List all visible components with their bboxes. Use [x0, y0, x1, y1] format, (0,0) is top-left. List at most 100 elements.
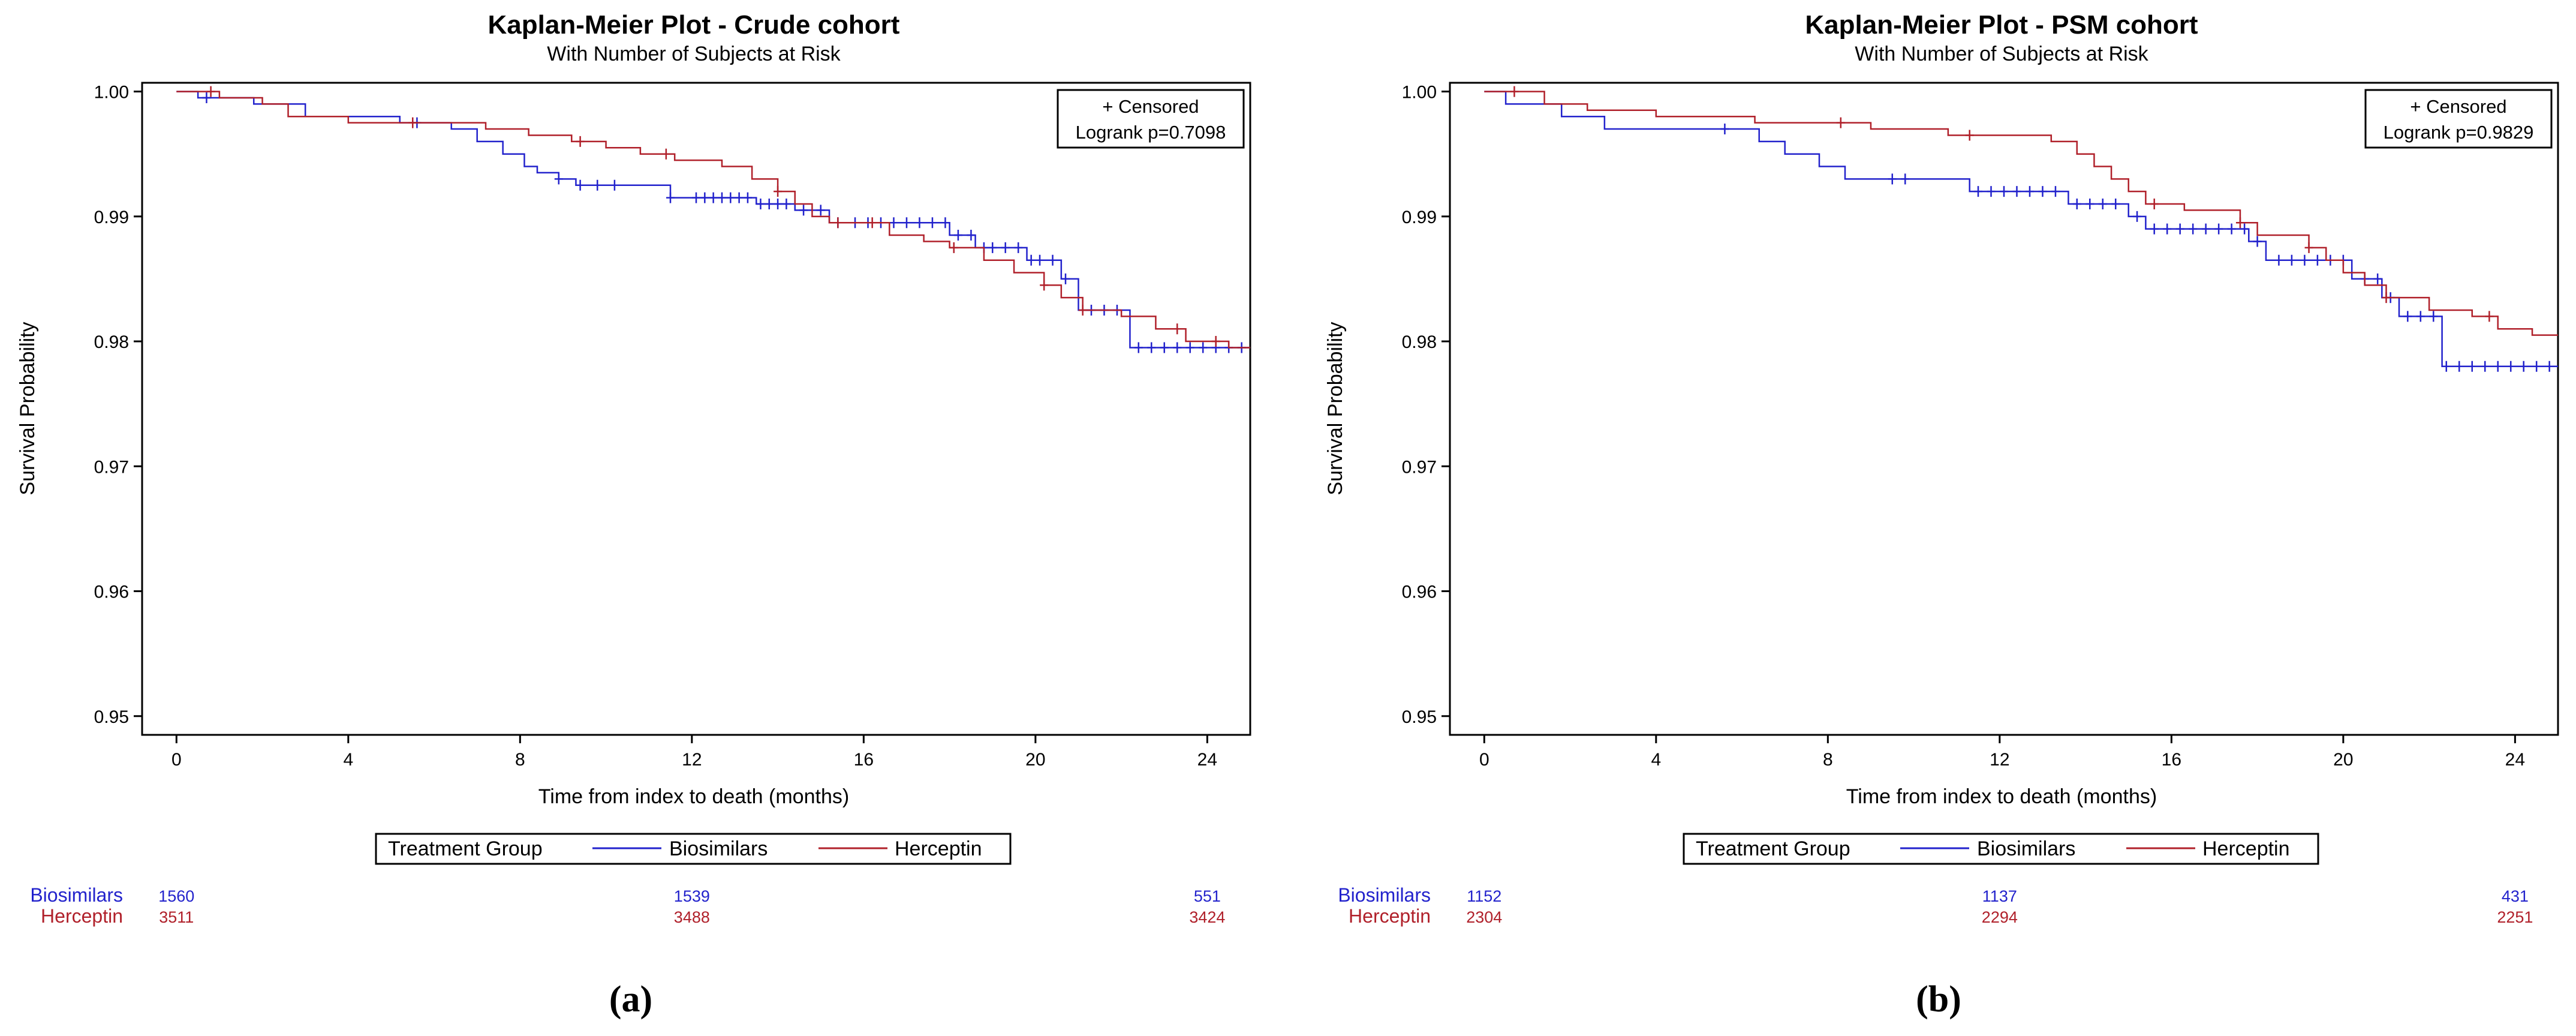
x-tick-label: 20 — [1025, 750, 1045, 770]
x-tick-label: 4 — [343, 750, 353, 770]
legend: Treatment Group Biosimilars Herceptin — [375, 833, 1012, 865]
y-tick-label: 0.96 — [1402, 582, 1437, 602]
y-axis: 1.00 0.99 0.98 0.97 0.96 0.95 — [1402, 83, 1450, 727]
censor-mark-herceptin — [1078, 304, 1087, 316]
censor-mark-biosimilars — [1134, 342, 1143, 353]
censor-mark-biosimilars — [2274, 254, 2283, 266]
censor-mark-biosimilars — [941, 217, 950, 229]
legend-label-biosimilars: Biosimilars — [669, 837, 768, 860]
censor-mark-biosimilars — [1147, 342, 1156, 353]
censor-mark-biosimilars — [2189, 223, 2198, 235]
x-tick-label: 4 — [1651, 750, 1661, 770]
censor-mark-herceptin — [661, 148, 670, 160]
censor-mark-biosimilars — [2163, 223, 2172, 235]
censor-mark-biosimilars — [2493, 361, 2502, 372]
censor-mark-biosimilars — [953, 230, 962, 241]
censor-mark-biosimilars — [2227, 223, 2236, 235]
censor-mark-biosimilars — [765, 198, 774, 209]
risk-count-biosimilars: 1137 — [1982, 887, 2017, 905]
km-curve-biosimilars — [1484, 91, 2558, 367]
censored-label: + Censored — [2410, 96, 2506, 117]
censor-mark-biosimilars — [1888, 173, 1897, 185]
censor-mark-biosimilars — [692, 192, 700, 203]
censor-mark-biosimilars — [2467, 361, 2476, 372]
censor-mark-biosimilars — [2403, 311, 2412, 322]
x-tick-label: 0 — [1479, 750, 1489, 770]
censor-mark-herceptin — [833, 217, 842, 229]
chart-title: Kaplan-Meier Plot - Crude cohort — [488, 10, 900, 40]
censor-mark-herceptin — [1510, 86, 1519, 97]
x-tick-label: 0 — [171, 750, 182, 770]
censor-mark-biosimilars — [902, 217, 911, 229]
censor-mark-biosimilars — [2532, 361, 2541, 372]
plot-frame — [141, 82, 1251, 736]
panel-label-b: (b) — [1916, 979, 1961, 1020]
y-tick-label: 0.96 — [94, 582, 129, 602]
risk-count-herceptin: 3511 — [159, 908, 194, 926]
x-tick-label: 8 — [515, 750, 525, 770]
censor-mark-biosimilars — [2051, 186, 2060, 197]
censor-mark-herceptin — [408, 117, 417, 128]
risk-count-herceptin: 2251 — [2497, 908, 2533, 926]
censor-mark-biosimilars — [2038, 186, 2047, 197]
censored-label: + Censored — [1102, 96, 1199, 117]
censor-mark-biosimilars — [2519, 361, 2528, 372]
y-tick-label: 0.97 — [94, 457, 129, 477]
censor-mark-biosimilars — [1036, 254, 1045, 266]
chart-panel-a: Kaplan-Meier Plot - Crude cohort With Nu… — [16, 10, 1251, 1020]
censor-mark-herceptin — [1211, 336, 1220, 347]
censor-mark-biosimilars — [2025, 186, 2034, 197]
risk-count-herceptin: 2294 — [1982, 908, 2018, 926]
censor-mark-biosimilars — [774, 198, 783, 209]
censor-mark-biosimilars — [2150, 223, 2159, 235]
censor-mark-biosimilars — [202, 92, 211, 103]
logrank-value: Logrank p=0.9829 — [2384, 122, 2534, 143]
censor-mark-biosimilars — [756, 198, 765, 209]
x-tick-label: 20 — [2333, 750, 2353, 770]
risk-label-herceptin: Herceptin — [1349, 905, 1431, 927]
legend: Treatment Group Biosimilars Herceptin — [1683, 833, 2319, 865]
y-tick-label: 0.99 — [1402, 208, 1437, 227]
risk-table: Biosimilars Herceptin 1560 1539 551 3511 348… — [30, 884, 1225, 927]
censor-mark-biosimilars — [2506, 361, 2515, 372]
x-tick-label: 12 — [682, 750, 702, 770]
censor-mark-biosimilars — [1173, 342, 1182, 353]
y-tick-label: 0.95 — [94, 707, 129, 727]
censor-mark-biosimilars — [700, 192, 709, 203]
y-tick-label: 1.00 — [1402, 83, 1437, 103]
censor-mark-herceptin — [206, 86, 215, 97]
x-axis-label: Time from index to death (months) — [1846, 785, 2157, 808]
censor-mark-biosimilars — [2098, 198, 2107, 209]
y-axis-label: Survival Probability — [16, 322, 39, 495]
risk-count-herceptin: 3488 — [674, 908, 710, 926]
censor-mark-herceptin — [2485, 311, 2494, 322]
censor-mark-herceptin — [1173, 323, 1182, 335]
censor-mark-biosimilars — [666, 192, 675, 203]
x-tick-label: 24 — [2505, 750, 2525, 770]
risk-count-biosimilars: 551 — [1194, 887, 1221, 905]
censor-mark-biosimilars — [2133, 211, 2142, 222]
censor-mark-biosimilars — [554, 173, 563, 185]
legend-title: Treatment Group — [1696, 837, 1850, 860]
censor-mark-biosimilars — [2545, 361, 2554, 372]
y-tick-label: 0.98 — [1402, 332, 1437, 352]
censor-mark-biosimilars — [1987, 186, 1996, 197]
censor-mark-biosimilars — [799, 205, 808, 216]
risk-count-herceptin: 3424 — [1189, 908, 1225, 926]
censor-mark-biosimilars — [709, 192, 718, 203]
x-tick-label: 8 — [1823, 750, 1833, 770]
risk-count-biosimilars: 431 — [2502, 887, 2529, 905]
censor-mark-biosimilars — [2373, 273, 2382, 284]
y-axis: 1.00 0.99 0.98 0.97 0.96 0.95 — [94, 83, 142, 727]
censor-mark-herceptin — [1836, 117, 1845, 128]
censor-mark-herceptin — [1040, 280, 1049, 291]
censor-mark-biosimilars — [2072, 198, 2081, 209]
censor-mark-biosimilars — [593, 179, 602, 191]
censor-mark-biosimilars — [915, 217, 924, 229]
censor-mark-biosimilars — [2442, 361, 2451, 372]
x-tick-label: 24 — [1197, 750, 1217, 770]
chart-subtitle: With Number of Subjects at Risk — [547, 43, 841, 65]
censor-mark-biosimilars — [2012, 186, 2021, 197]
censor-mark-biosimilars — [2240, 223, 2249, 235]
risk-count-herceptin: 2304 — [1466, 908, 1502, 926]
